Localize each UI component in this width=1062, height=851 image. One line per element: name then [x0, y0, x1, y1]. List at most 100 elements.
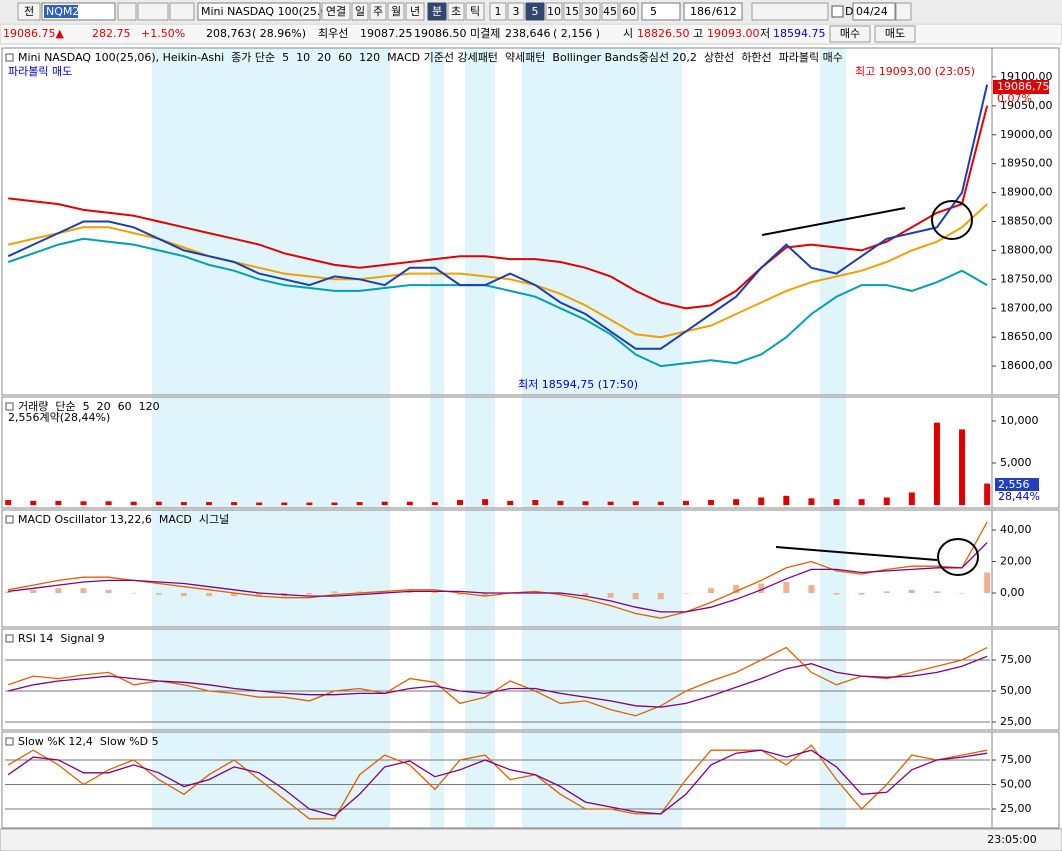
- period-button[interactable]: [405, 2, 425, 21]
- period-label: 초: [451, 5, 461, 18]
- y-tick-label: 0,00: [1000, 586, 1025, 599]
- period-button[interactable]: [563, 2, 581, 21]
- legend-icon: [5, 402, 14, 411]
- best-label: 최우선: [318, 27, 348, 40]
- period-button[interactable]: [427, 2, 447, 21]
- period-button[interactable]: [507, 2, 525, 21]
- period-label: 틱: [470, 5, 480, 18]
- bar: [682, 592, 689, 594]
- bar: [708, 588, 715, 593]
- period-button[interactable]: [351, 2, 369, 21]
- volume-sub-legend: 2,556계약(28,44%): [8, 410, 110, 424]
- series-line: [7, 203, 988, 339]
- bar: [582, 592, 589, 597]
- chart-tools[interactable]: [751, 2, 829, 21]
- period-label: 45: [603, 5, 617, 18]
- sell-button[interactable]: [874, 25, 916, 43]
- bar: [607, 592, 614, 598]
- legend-entry: 시그널: [199, 513, 229, 526]
- period-button[interactable]: [369, 2, 387, 21]
- bar: [55, 588, 62, 593]
- period-label: 년: [410, 5, 420, 18]
- bar: [331, 502, 338, 506]
- series-line: [8, 542, 988, 613]
- y-tick-label: 25,00: [1000, 802, 1032, 815]
- bar: [582, 501, 589, 506]
- y-tick-label: 50,00: [1000, 684, 1032, 697]
- session-band: [465, 629, 495, 730]
- period-button[interactable]: [387, 2, 405, 21]
- period-button[interactable]: [489, 2, 507, 21]
- search-button[interactable]: [117, 2, 137, 21]
- bar: [406, 501, 413, 506]
- bar: [833, 592, 840, 595]
- interval-text: 5: [650, 5, 657, 18]
- high-note: 최고 19093,00 (23:05): [855, 65, 975, 78]
- bar: [431, 502, 438, 506]
- bar: [933, 422, 940, 506]
- session-band: [152, 629, 390, 730]
- period-button[interactable]: [545, 2, 563, 21]
- bar: [30, 589, 37, 593]
- y-tick-label: 10,000: [1000, 414, 1039, 427]
- y-tick-label: 18900,00: [1000, 186, 1053, 199]
- date-box[interactable]: [852, 2, 896, 21]
- tool-button[interactable]: [137, 2, 169, 21]
- last-volume-pct: 28,44%: [998, 490, 1040, 503]
- calendar-button[interactable]: [895, 2, 912, 21]
- bar: [733, 585, 740, 593]
- d-checkbox[interactable]: [831, 5, 844, 18]
- all-button[interactable]: [17, 2, 41, 21]
- interval-box[interactable]: [641, 2, 681, 21]
- session-shading: [152, 48, 846, 828]
- y-tick-label: 50,00: [1000, 778, 1032, 791]
- period-button[interactable]: [581, 2, 601, 21]
- parabolic-sell: 파라볼릭 매도: [8, 65, 72, 78]
- y-tick-label: 75,00: [1000, 653, 1032, 666]
- session-band: [152, 510, 390, 627]
- bar: [557, 592, 564, 595]
- change-pct: +1.50%: [141, 27, 185, 40]
- y-tick-label: 18850,00: [1000, 215, 1053, 228]
- period-button[interactable]: [601, 2, 619, 21]
- series-line: [7, 237, 988, 368]
- y-tick-label: 5,000: [1000, 456, 1032, 469]
- legend-entry: 120: [139, 400, 160, 413]
- period-button[interactable]: [465, 2, 485, 21]
- sell-label: 매도: [885, 27, 905, 40]
- legend-entry: Mini NASDAQ 100(25,06), Heikin-Ashi: [18, 51, 224, 64]
- bar: [30, 500, 37, 506]
- bar: [256, 502, 263, 506]
- volume: 208,763: [206, 27, 252, 40]
- bar: [180, 502, 187, 506]
- bar: [482, 592, 489, 597]
- bar: [808, 585, 815, 593]
- period-button[interactable]: [525, 2, 545, 21]
- bar: [180, 592, 187, 597]
- bar: [984, 483, 991, 506]
- bar: [657, 592, 664, 600]
- bar: [758, 583, 765, 593]
- bar: [256, 592, 263, 597]
- bar: [532, 500, 539, 506]
- period-button[interactable]: [447, 2, 465, 21]
- low: 18594.75: [773, 27, 826, 40]
- period-button[interactable]: [619, 2, 639, 21]
- period-label: 주: [373, 5, 383, 18]
- count-box[interactable]: [683, 2, 743, 21]
- y-tick-label: 40,00: [1000, 523, 1032, 536]
- legend-entry: 120: [359, 51, 380, 64]
- session-band: [820, 397, 846, 508]
- bar: [306, 592, 313, 595]
- legend-entry: MACD: [159, 513, 192, 526]
- sound-button[interactable]: [169, 2, 195, 21]
- period-button[interactable]: [321, 2, 351, 21]
- bar: [281, 502, 288, 506]
- count-text: 186: [690, 5, 711, 18]
- best-bid: 19086.50: [414, 27, 467, 40]
- bar: [933, 591, 940, 593]
- buy-button[interactable]: [829, 25, 871, 43]
- period-label: 60: [622, 5, 636, 18]
- session-band: [430, 397, 444, 508]
